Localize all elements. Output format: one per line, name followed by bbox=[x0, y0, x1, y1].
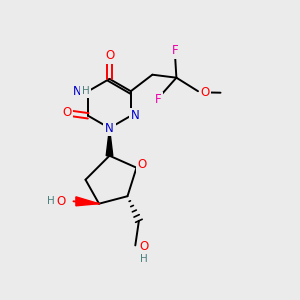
Text: O: O bbox=[137, 158, 146, 171]
Text: N: N bbox=[131, 109, 140, 122]
Text: H: H bbox=[140, 254, 148, 264]
Text: H: H bbox=[47, 196, 55, 206]
Text: O: O bbox=[140, 240, 149, 254]
Text: F: F bbox=[155, 93, 162, 106]
Text: O: O bbox=[57, 195, 66, 208]
Polygon shape bbox=[76, 197, 99, 206]
Text: O: O bbox=[200, 86, 210, 99]
Polygon shape bbox=[106, 128, 113, 156]
Text: O: O bbox=[62, 106, 71, 119]
Text: O: O bbox=[105, 49, 114, 62]
Text: H: H bbox=[82, 86, 89, 96]
Text: N: N bbox=[73, 85, 82, 98]
Text: F: F bbox=[172, 44, 178, 57]
Text: N: N bbox=[105, 122, 114, 135]
